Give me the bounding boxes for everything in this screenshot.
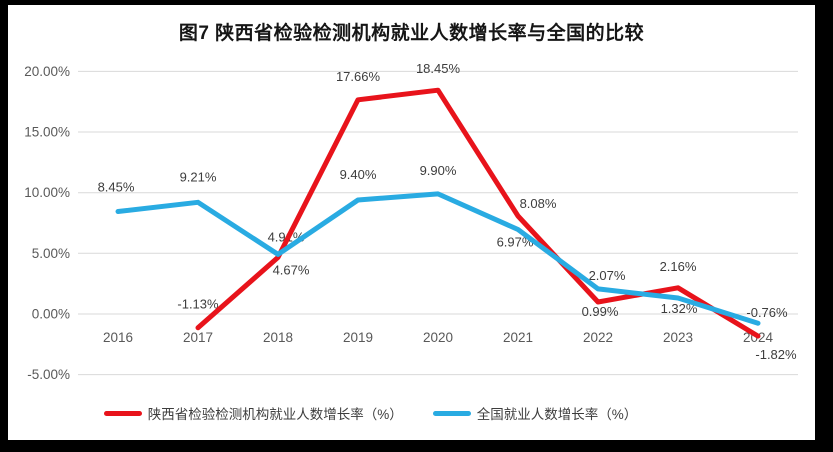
x-axis-category-label: 2023 [663, 330, 693, 345]
x-axis-category-label: 2016 [103, 330, 133, 345]
chart-panel: 图7 陕西省检验检测机构就业人数增长率与全国的比较 20.00% 15.00% 10… [8, 5, 815, 440]
data-label: 2.07% [589, 268, 626, 283]
data-label: 2.16% [660, 259, 697, 274]
data-label: 18.45% [416, 61, 461, 76]
chart-title: 图7 陕西省检验检测机构就业人数增长率与全国的比较 [178, 23, 645, 44]
y-axis-tick-label: 15.00% [24, 125, 70, 140]
legend-item-shaanxi: 陕西省检验检测机构就业人数增长率（%） [103, 403, 403, 423]
data-label: 0.99% [582, 304, 619, 319]
y-axis-tick-label: 10.00% [24, 185, 70, 200]
x-axis-category-label: 2019 [343, 330, 373, 345]
data-label: 9.21% [180, 169, 217, 184]
legend-label-shaanxi: 陕西省检验检测机构就业人数增长率（%） [147, 407, 403, 422]
data-label: 8.45% [98, 180, 135, 195]
x-axis-category-label: 2017 [183, 330, 213, 345]
y-axis-tick-label: -5.00% [27, 367, 70, 382]
legend-swatch-red-line [103, 410, 142, 416]
data-label: 6.97% [497, 235, 534, 250]
line-chart: 20.00% 15.00% 10.00% 5.00% 0.00% -5.00% 2016 20… [24, 61, 798, 382]
data-label: -1.82% [755, 347, 797, 362]
x-axis-category-label: 2022 [583, 330, 613, 345]
x-axis-category-label: 2020 [423, 330, 453, 345]
data-label: -0.76% [746, 305, 788, 320]
data-label: 1.32% [661, 301, 698, 316]
data-label: 9.40% [340, 167, 377, 182]
data-label: 9.90% [420, 163, 457, 178]
y-axis-tick-label: 5.00% [32, 246, 70, 261]
legend-label-national: 全国就业人数增长率（%） [476, 407, 638, 422]
legend-item-national: 全国就业人数增长率（%） [432, 403, 638, 423]
y-axis-tick-label: 0.00% [32, 307, 70, 322]
data-label: -1.13% [177, 297, 219, 312]
series-line-0 [195, 87, 761, 339]
legend-swatch-blue-line [432, 410, 471, 416]
series-line-1 [115, 191, 761, 326]
data-label: 8.08% [520, 196, 557, 211]
y-axis-tick-label: 20.00% [24, 64, 70, 79]
chart-legend: 陕西省检验检测机构就业人数增长率（%） 全国就业人数增长率（%） [8, 403, 733, 423]
x-axis-category-label: 2021 [503, 330, 533, 345]
x-axis-category-label: 2018 [263, 330, 293, 345]
data-label: 4.67% [273, 262, 310, 277]
data-label: 17.66% [336, 69, 381, 84]
